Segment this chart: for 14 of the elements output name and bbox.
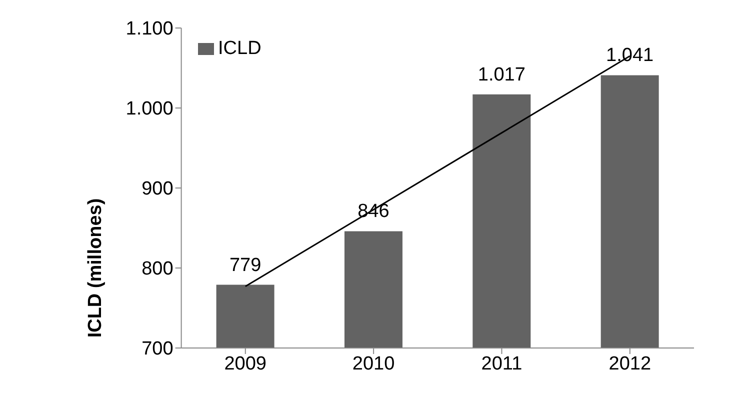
y-tick-label: 1.100 <box>126 18 174 40</box>
y-tick-label: 700 <box>142 338 174 360</box>
x-tick-label: 2010 <box>352 353 395 374</box>
y-tick-label: 800 <box>142 258 174 280</box>
y-tick-label: 900 <box>142 178 174 200</box>
x-tick-label: 2012 <box>608 353 652 374</box>
x-tick-label: 2009 <box>224 353 267 374</box>
y-tick-label: 1.000 <box>126 98 174 120</box>
y-axis-title: ICLD (millones) <box>85 198 106 338</box>
data-label: 779 <box>229 254 262 276</box>
x-tick-label: 2011 <box>481 353 522 374</box>
legend-label: ICLD <box>218 38 262 59</box>
data-label: 1.041 <box>606 45 654 66</box>
data-label: 1.017 <box>478 64 526 86</box>
